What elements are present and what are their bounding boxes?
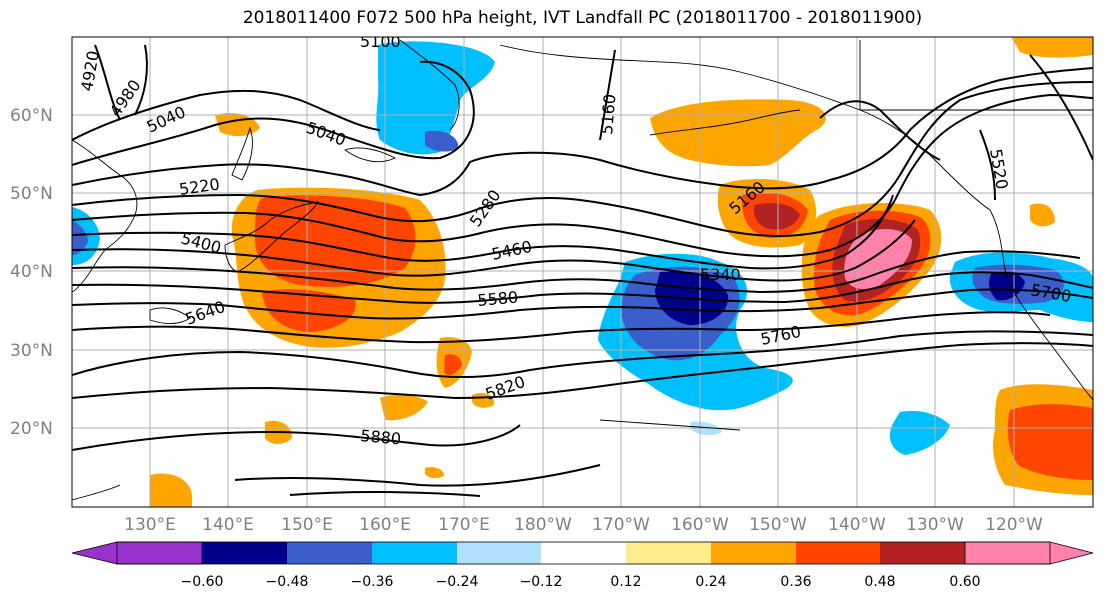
map-frame <box>71 36 1094 508</box>
lon-label: 160°W <box>671 515 729 535</box>
lon-label: 130°E <box>124 515 176 535</box>
contour-label: 5580 <box>477 288 519 310</box>
colorbar-segment <box>71 541 203 565</box>
contour-label: 5100 <box>360 32 401 51</box>
lon-label: 180°W <box>514 515 572 535</box>
lat-label: 30°N <box>10 341 53 361</box>
lon-label: 150°E <box>281 515 333 535</box>
lon-label: 140°W <box>828 515 886 535</box>
contour-label: 5880 <box>360 426 402 448</box>
colorbar-tick: 0.12 <box>610 574 641 590</box>
lon-label: 170°E <box>438 515 490 535</box>
colorbar-tick: −0.12 <box>520 574 563 590</box>
graticule <box>72 37 1093 507</box>
lon-label: 140°E <box>202 515 254 535</box>
colorbar-segment <box>541 542 626 564</box>
colorbar-tick: 0.36 <box>780 574 811 590</box>
colorbar-tick: −0.48 <box>266 574 309 590</box>
colorbar-tick: 0.60 <box>949 574 980 590</box>
lat-label: 60°N <box>10 106 53 126</box>
colorbar-tick: −0.60 <box>181 574 224 590</box>
colorbar-segment <box>964 541 1094 565</box>
colorbar-segment <box>796 542 880 564</box>
contour-label: 5160 <box>597 93 619 135</box>
colorbar: −0.60 −0.48 −0.36 −0.24 −0.12 0.12 0.24 … <box>71 541 1094 590</box>
colorbar-segment <box>372 542 457 564</box>
lat-label: 20°N <box>10 419 53 439</box>
negative-anomaly-shading <box>72 41 1093 455</box>
colorbar-segment <box>626 542 711 564</box>
colorbar-segment <box>457 542 541 564</box>
latitude-labels: 60°N 50°N 40°N 30°N 20°N <box>10 106 53 439</box>
colorbar-segment <box>202 542 287 564</box>
longitude-labels: 130°E 140°E 150°E 160°E 170°E 180°W 170°… <box>124 515 1043 535</box>
colorbar-tick: −0.24 <box>436 574 479 590</box>
lat-label: 40°N <box>10 262 53 282</box>
lon-label: 160°E <box>359 515 411 535</box>
colorbar-tick: −0.36 <box>351 574 394 590</box>
lon-label: 150°W <box>749 515 807 535</box>
colorbar-tick: 0.24 <box>695 574 726 590</box>
height-contours <box>72 44 1093 497</box>
contour-label: 5340 <box>700 265 741 284</box>
map-title: 2018011400 F072 500 hPa height, IVT Land… <box>242 8 923 28</box>
colorbar-segment <box>711 542 796 564</box>
lon-label: 170°W <box>592 515 650 535</box>
map-area: 4920 4980 5040 5040 5100 5160 5160 5220 … <box>72 32 1093 507</box>
lon-label: 130°W <box>906 515 964 535</box>
lat-label: 50°N <box>10 184 53 204</box>
colorbar-tick: 0.48 <box>864 574 895 590</box>
colorbar-segment <box>287 542 372 564</box>
lon-label: 120°W <box>985 515 1043 535</box>
colorbar-segment <box>880 542 965 564</box>
